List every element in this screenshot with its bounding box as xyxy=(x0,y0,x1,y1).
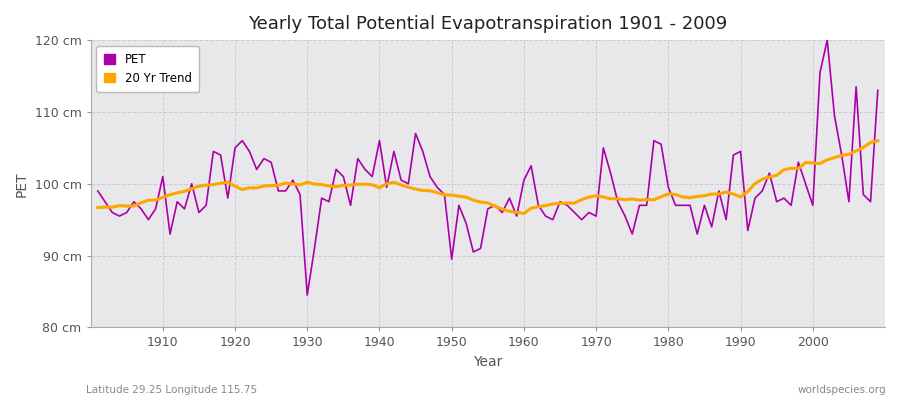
Legend: PET, 20 Yr Trend: PET, 20 Yr Trend xyxy=(96,46,199,92)
Text: Latitude 29.25 Longitude 115.75: Latitude 29.25 Longitude 115.75 xyxy=(86,385,256,395)
Title: Yearly Total Potential Evapotranspiration 1901 - 2009: Yearly Total Potential Evapotranspiratio… xyxy=(248,15,727,33)
Text: worldspecies.org: worldspecies.org xyxy=(798,385,886,395)
X-axis label: Year: Year xyxy=(473,355,502,369)
Y-axis label: PET: PET xyxy=(15,171,29,196)
